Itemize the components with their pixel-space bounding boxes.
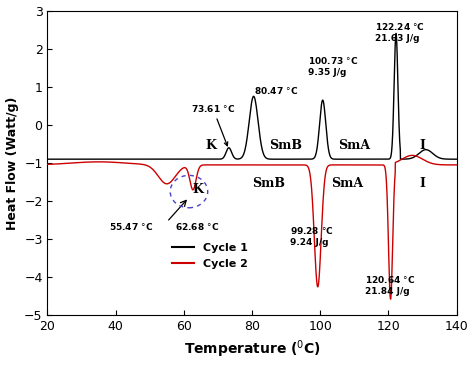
Text: 120.64 $\degree$C
21.84 J/g: 120.64 $\degree$C 21.84 J/g [365,274,415,296]
Text: SmB: SmB [270,139,302,152]
Text: 100.73 $\degree$C
9.35 J/g: 100.73 $\degree$C 9.35 J/g [308,55,359,77]
Text: SmA: SmA [338,139,370,152]
Text: I: I [419,178,426,190]
Text: 80.47 $\degree$C: 80.47 $\degree$C [254,85,298,96]
Text: 122.24 $\degree$C
21.63 J/g: 122.24 $\degree$C 21.63 J/g [375,21,425,43]
Legend: Cycle 1, Cycle 2: Cycle 1, Cycle 2 [168,239,253,273]
Text: I: I [419,139,426,152]
Text: 62.68 $\degree$C: 62.68 $\degree$C [175,221,219,232]
Text: 55.47 $\degree$C: 55.47 $\degree$C [109,221,153,232]
Y-axis label: Heat Flow (Watt/g): Heat Flow (Watt/g) [6,96,18,230]
Text: SmA: SmA [331,178,364,190]
Text: K: K [206,139,217,152]
Text: 73.61 $\degree$C: 73.61 $\degree$C [191,102,235,146]
Text: K: K [192,183,203,196]
Text: SmB: SmB [253,178,285,190]
Text: 99.28 $\degree$C
9.24 J/g: 99.28 $\degree$C 9.24 J/g [290,225,333,247]
X-axis label: Temperature ($^0$C): Temperature ($^0$C) [183,339,320,361]
